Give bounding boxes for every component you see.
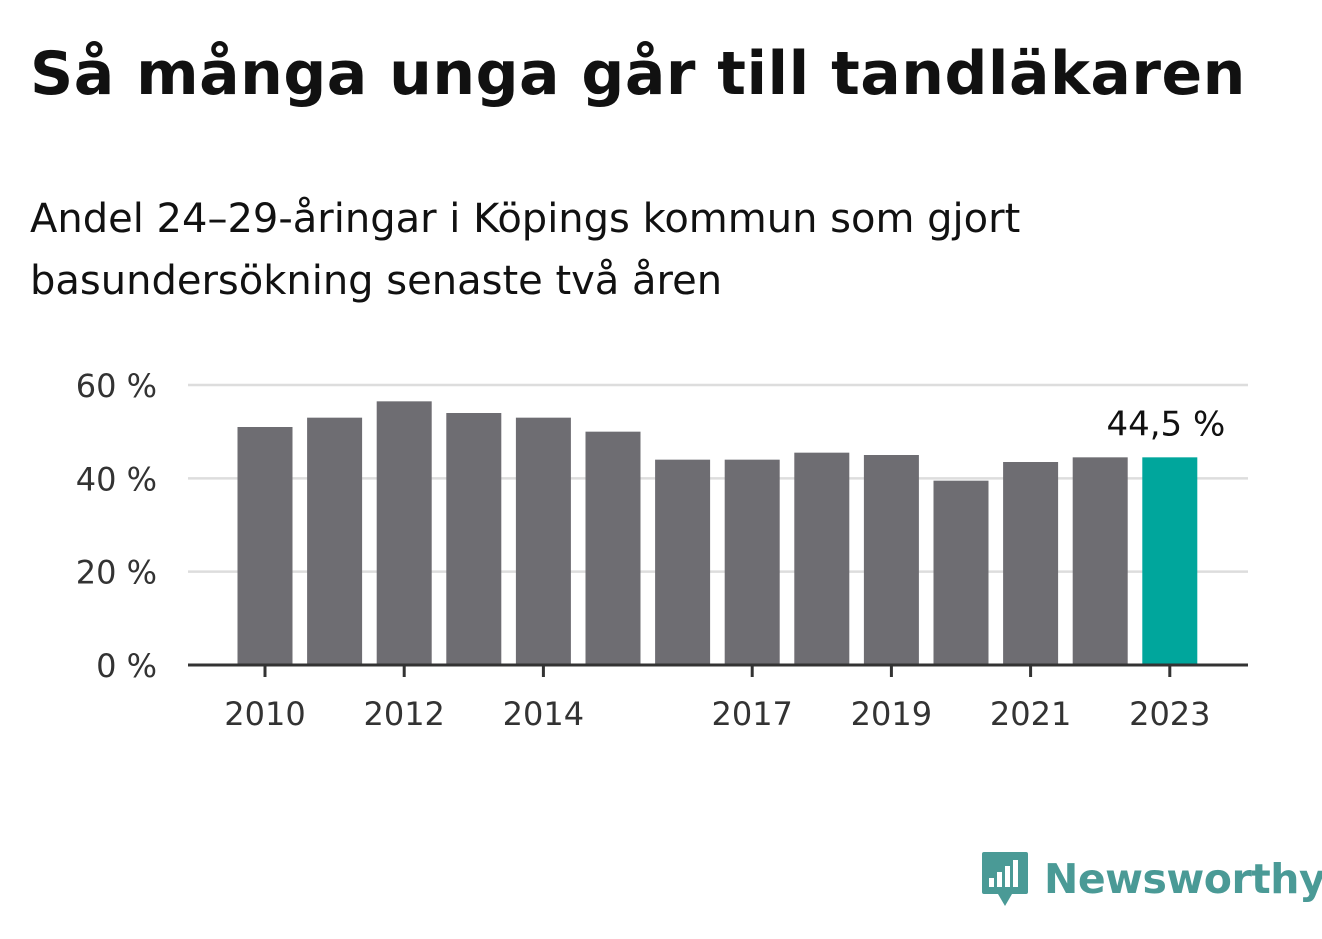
highlight-value-label: 44,5 % — [1106, 404, 1225, 444]
x-tick-label: 2023 — [1129, 695, 1210, 733]
y-tick-label: 20 % — [76, 554, 157, 592]
bar-2019 — [863, 455, 919, 665]
x-tick-label: 2019 — [851, 695, 932, 733]
bar-2012 — [376, 401, 432, 665]
newsworthy-logo-text: Newsworthy — [1044, 855, 1322, 903]
bar-2010 — [237, 427, 293, 665]
bar-2011 — [307, 417, 363, 665]
bar-2023 — [1142, 457, 1198, 665]
bar-2022 — [1072, 457, 1128, 665]
y-tick-label: 0 % — [96, 647, 157, 685]
x-tick-label: 2021 — [990, 695, 1071, 733]
x-tick-label: 2014 — [503, 695, 584, 733]
x-tick-label: 2010 — [224, 695, 305, 733]
y-tick-label: 40 % — [76, 460, 157, 498]
newsworthy-logo-icon — [982, 852, 1028, 906]
bar-2014 — [515, 417, 571, 665]
newsworthy-logo: Newsworthy — [980, 850, 1322, 908]
bar-chart: 0 % 20 % 40 % 60 % 2010 2012 2014 2017 2019 2021… — [76, 367, 1248, 733]
x-tick-label: 2012 — [363, 695, 444, 733]
bar-2015 — [585, 431, 641, 665]
y-tick-label: 60 % — [76, 367, 157, 405]
bar-2018 — [794, 452, 850, 665]
chart-title: Så många unga går till tandläkaren — [30, 39, 1246, 109]
bar-2013 — [446, 413, 502, 665]
chart-subtitle: Andel 24–29-åringar i Köpings kommun som… — [30, 196, 1021, 304]
bar-2020 — [933, 480, 989, 665]
x-tick-label: 2017 — [711, 695, 792, 733]
bar-2016 — [655, 459, 711, 665]
bar-2017 — [724, 459, 780, 665]
bar-2021 — [1003, 462, 1059, 665]
